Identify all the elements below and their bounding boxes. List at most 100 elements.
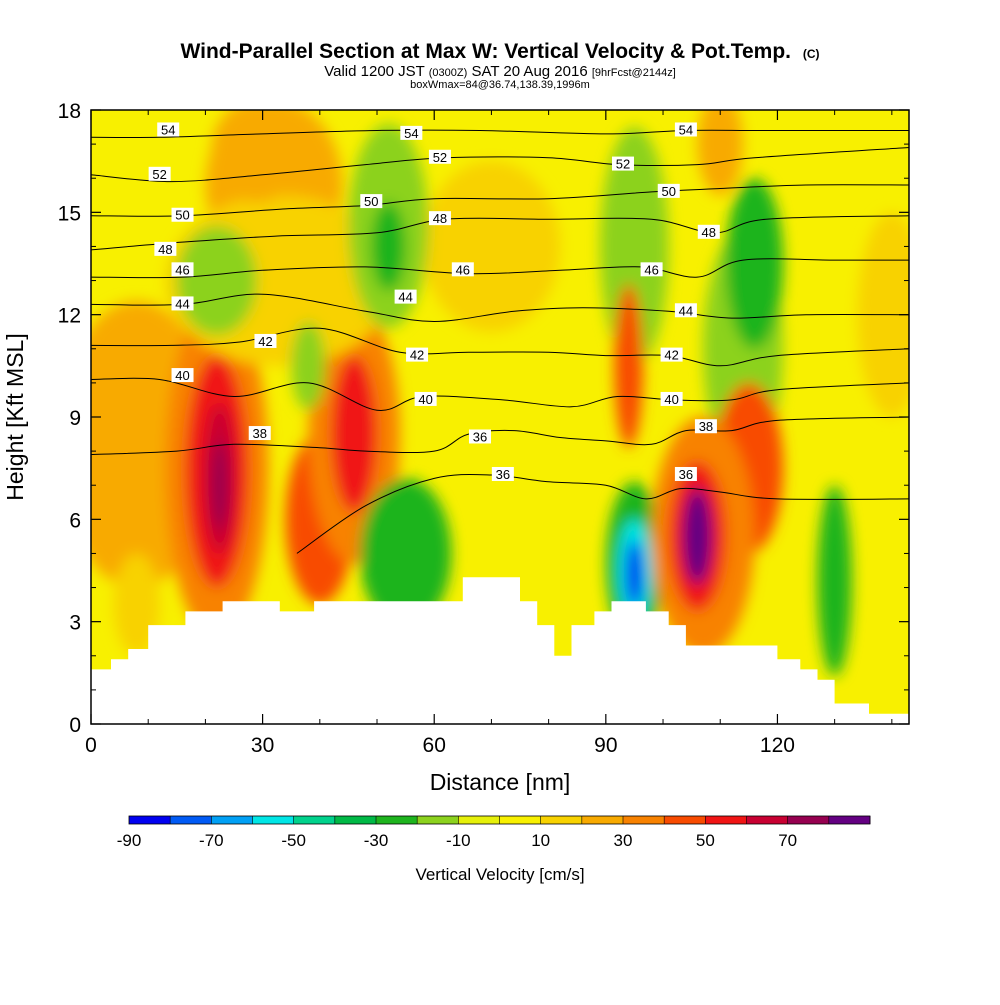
contour-label-text: 36 <box>473 429 487 444</box>
contour-label-text: 40 <box>418 392 432 407</box>
y-tick-label: 15 <box>58 202 81 225</box>
plot-area <box>91 110 909 724</box>
contour-label-text: 46 <box>644 262 658 277</box>
contour-label-text: 54 <box>161 122 175 137</box>
colorbar-bin <box>293 816 336 824</box>
contour-label-18: 48 <box>428 211 451 226</box>
colorbar-bin <box>705 816 747 824</box>
subtitle-part-d: [9hrFcst@2144z] <box>592 67 676 79</box>
contour-label-14: 46 <box>171 262 194 277</box>
contour-label-text: 48 <box>158 242 172 257</box>
theta-contour-38 <box>91 416 909 455</box>
contour-label-0: 36 <box>491 466 514 482</box>
contour-label-text: 42 <box>410 348 424 363</box>
contour-label-text: 50 <box>364 194 378 209</box>
contour-label-text: 38 <box>253 426 267 441</box>
contour-label-box <box>406 347 429 362</box>
colorbar-bin <box>334 816 377 824</box>
contour-label-text: 36 <box>496 467 510 482</box>
contour-label-box <box>157 122 180 137</box>
contour-label-text: 54 <box>679 122 693 137</box>
y-tick-label: 0 <box>69 714 81 737</box>
contour-label-box <box>640 262 663 277</box>
contour-label-text: 50 <box>175 208 189 223</box>
contour-label-19: 48 <box>697 224 720 240</box>
contour-label-text: 46 <box>175 262 189 277</box>
y-tick-label: 6 <box>69 509 81 532</box>
velocity-feature-10 <box>211 110 303 203</box>
contour-label-24: 52 <box>428 149 451 165</box>
theta-contour-36 <box>296 473 909 554</box>
velocity-feature-19 <box>614 283 644 448</box>
colorbar-bin <box>581 816 624 824</box>
chart-title-text: Wind-Parallel Section at Max W: Vertical… <box>180 40 791 63</box>
theta-contour-54 <box>91 129 909 139</box>
colorbar-tick-label: -30 <box>364 831 389 850</box>
contour-label-box <box>674 303 697 318</box>
x-tick-label: 0 <box>85 734 97 757</box>
terrain-layer <box>91 577 909 724</box>
contour-label-26: 54 <box>157 122 180 137</box>
velocity-feature-30 <box>697 110 744 196</box>
title-block: Wind-Parallel Section at Max W: Vertical… <box>180 40 819 91</box>
y-axis-label: Height [Kft MSL] <box>2 333 28 500</box>
contour-label-box <box>154 241 177 256</box>
contour-label-text: 52 <box>152 167 166 182</box>
contour-label-3: 38 <box>248 426 271 441</box>
contour-label-22: 50 <box>657 183 680 199</box>
contour-label-20: 50 <box>171 207 194 223</box>
velocity-feature-29 <box>817 485 852 677</box>
colorbar-bin <box>623 816 665 824</box>
theta-contour-40 <box>91 377 909 411</box>
colorbar-bin <box>458 816 500 824</box>
y-tick-label: 12 <box>58 305 81 328</box>
velocity-feature-13 <box>291 321 326 411</box>
contour-label-box <box>414 391 437 406</box>
theta-contour-46 <box>91 258 909 279</box>
velocity-feature-28 <box>683 488 712 585</box>
contour-label-box <box>468 429 491 444</box>
velocity-feature-15 <box>371 202 406 291</box>
contour-label-6: 40 <box>414 391 437 407</box>
colorbar-bin <box>828 816 871 824</box>
colorbar-bin <box>252 816 295 824</box>
contour-label-box <box>171 368 194 383</box>
x-tick-label: 30 <box>251 734 274 757</box>
contour-label-text: 50 <box>662 184 676 199</box>
velocity-feature-11 <box>422 161 561 332</box>
velocity-feature-5 <box>212 440 228 530</box>
colorbar-tick-label: -10 <box>446 831 471 850</box>
colorbar-bin <box>746 816 789 824</box>
contour-label-box <box>451 262 474 277</box>
contour-label-text: 44 <box>175 296 189 311</box>
contour-label-13: 44 <box>674 303 697 318</box>
colorbar: -90 -70 -50 -30 -10 10 30 50 70 <box>117 815 871 850</box>
contour-label-28: 54 <box>674 122 697 137</box>
contour-label-11: 44 <box>171 296 194 311</box>
colorbar-bin <box>417 816 459 824</box>
contour-label-text: 40 <box>175 368 189 383</box>
contour-label-23: 52 <box>148 166 171 182</box>
colorbar-bin <box>170 816 212 824</box>
contour-label-text: 52 <box>433 150 447 165</box>
x-tick-label: 90 <box>594 734 617 757</box>
subtitle-part-b: (0300Z) <box>429 67 468 79</box>
subtitle-part-a: Valid 1200 JST <box>324 63 429 80</box>
colorbar-tick-label: -70 <box>199 831 224 850</box>
contour-label-box <box>611 156 634 171</box>
velocity-feature-18 <box>600 127 669 366</box>
contour-label-16: 46 <box>640 262 663 277</box>
contour-label-box <box>400 125 423 140</box>
contour-label-text: 44 <box>679 303 693 318</box>
contour-label-12: 44 <box>394 289 417 305</box>
contour-label-box <box>171 262 194 277</box>
y-tick-label: 9 <box>69 407 81 430</box>
contour-label-text: 40 <box>664 392 678 407</box>
contour-label-17: 48 <box>154 241 177 257</box>
contour-label-4: 38 <box>694 419 717 434</box>
velocity-feature-17 <box>377 526 423 609</box>
contour-label-text: 38 <box>699 419 713 434</box>
velocity-feature-22 <box>625 539 644 609</box>
contour-label-9: 42 <box>406 347 429 363</box>
